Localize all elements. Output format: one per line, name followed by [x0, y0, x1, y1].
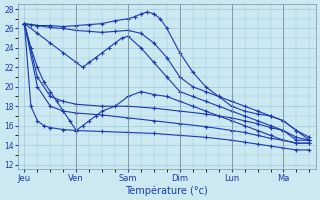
- X-axis label: Température (°c): Température (°c): [125, 185, 208, 196]
